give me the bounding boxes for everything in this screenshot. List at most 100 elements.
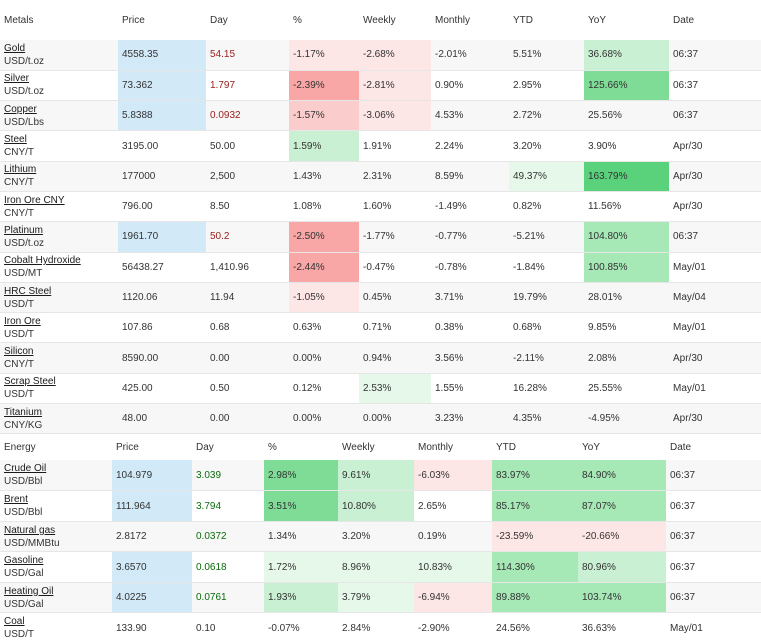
pct-cell: 1.59%	[289, 130, 359, 162]
instrument-link[interactable]: Cobalt Hydroxide	[4, 255, 81, 267]
instrument-link[interactable]: Platinum	[4, 224, 43, 236]
date-cell: Apr/30	[669, 403, 761, 435]
ytd-cell: 2.72%	[509, 100, 584, 132]
day-cell: 0.50	[206, 373, 289, 405]
ytd-cell: 0.68%	[509, 312, 584, 344]
col-header-price: Price	[116, 441, 139, 453]
instrument-link[interactable]: Lithium	[4, 164, 37, 176]
pct-cell: -2.44%	[289, 252, 359, 283]
ytd-cell: 24.56%	[492, 612, 578, 640]
instrument-unit: USD/T	[4, 389, 34, 401]
pct-cell: 0.00%	[289, 342, 359, 374]
instrument-link[interactable]: Iron Ore	[4, 315, 41, 327]
day-cell: 0.10	[192, 612, 264, 640]
monthly-cell: 2.65%	[414, 490, 492, 522]
instrument-link[interactable]: Heating Oil	[4, 585, 54, 597]
date-cell: 06:37	[666, 490, 761, 522]
table-row: Titanium CNY/KG 48.00 0.00 0.00% 0.00% 3.23% 4.…	[0, 403, 761, 435]
ytd-cell: 114.30%	[492, 551, 578, 583]
yoy-cell: 25.56%	[584, 100, 669, 132]
instrument-link[interactable]: Silicon	[4, 346, 34, 358]
instrument-unit: USD/MT	[4, 268, 43, 280]
weekly-cell: 3.79%	[338, 582, 414, 614]
ytd-cell: 89.88%	[492, 582, 578, 614]
table-row: Silicon CNY/T 8590.00 0.00 0.00% 0.94% 3.56% -2…	[0, 342, 761, 374]
price-cell: 73.362	[118, 70, 206, 102]
date-cell: Apr/30	[669, 130, 761, 162]
yoy-cell: 9.85%	[584, 312, 669, 344]
day-cell: 0.0372	[192, 521, 264, 553]
date-cell: 06:37	[669, 100, 761, 132]
instrument-unit: USD/T	[4, 629, 34, 640]
instrument-cell: Gold USD/t.oz	[0, 40, 118, 71]
instrument-link[interactable]: Natural gas	[4, 524, 56, 536]
pct-cell: 1.43%	[289, 161, 359, 192]
instrument-unit: USD/T	[4, 298, 34, 310]
instrument-unit: CNY/T	[4, 207, 34, 219]
date-cell: Apr/30	[669, 342, 761, 374]
instrument-link[interactable]: Titanium	[4, 406, 42, 418]
price-cell: 133.90	[112, 612, 192, 640]
yoy-cell: 163.79%	[584, 161, 669, 192]
table-row: Iron Ore USD/T 107.86 0.68 0.63% 0.71% 0.38% 0.…	[0, 312, 761, 344]
instrument-cell: Brent USD/Bbl	[0, 490, 112, 522]
day-cell: 54.15	[206, 40, 289, 71]
instrument-cell: Crude Oil USD/Bbl	[0, 460, 112, 492]
pct-cell: 1.72%	[264, 551, 338, 583]
col-header-date: Date	[673, 14, 695, 26]
price-cell: 425.00	[118, 373, 206, 405]
monthly-cell: 3.23%	[431, 403, 509, 435]
instrument-unit: CNY/T	[4, 147, 34, 159]
col-header-price: Price	[122, 14, 145, 26]
instrument-link[interactable]: HRC Steel	[4, 285, 52, 297]
instrument-link[interactable]: Crude Oil	[4, 463, 47, 475]
pct-cell: 1.93%	[264, 582, 338, 614]
pct-cell: -0.07%	[264, 612, 338, 640]
instrument-cell: Heating Oil USD/Gal	[0, 582, 112, 614]
monthly-cell: 3.71%	[431, 282, 509, 314]
table-row: Copper USD/Lbs 5.8388 0.0932 -1.57% -3.06% 4.5…	[0, 100, 761, 132]
col-header-pct: %	[293, 14, 302, 26]
yoy-cell: 84.90%	[578, 460, 666, 492]
instrument-link[interactable]: Scrap Steel	[4, 376, 56, 388]
day-cell: 50.2	[206, 221, 289, 253]
instrument-cell: Lithium CNY/T	[0, 161, 118, 192]
metals-table: Metals Price Day % Weekly Monthly YTD Yo…	[0, 14, 761, 435]
instrument-link[interactable]: Gasoline	[4, 555, 44, 567]
ytd-cell: 4.35%	[509, 403, 584, 435]
weekly-cell: -2.68%	[359, 40, 431, 71]
ytd-cell: 16.28%	[509, 373, 584, 405]
instrument-cell: Natural gas USD/MMBtu	[0, 521, 112, 553]
price-cell: 4558.35	[118, 40, 206, 71]
instrument-unit: USD/T	[4, 328, 34, 340]
monthly-cell: 8.59%	[431, 161, 509, 192]
table-row: Gold USD/t.oz 4558.35 54.15 -1.17% -2.68% -2.0…	[0, 40, 761, 71]
col-header-yoy: YoY	[582, 441, 600, 453]
weekly-cell: 2.84%	[338, 612, 414, 640]
date-cell: 06:37	[669, 40, 761, 71]
monthly-cell: 3.56%	[431, 342, 509, 374]
ytd-cell: 2.95%	[509, 70, 584, 102]
instrument-link[interactable]: Iron Ore CNY	[4, 194, 65, 206]
instrument-link[interactable]: Brent	[4, 494, 28, 506]
day-cell: 3.039	[192, 460, 264, 492]
weekly-cell: -1.77%	[359, 221, 431, 253]
instrument-link[interactable]: Gold	[4, 42, 26, 54]
day-cell: 1.797	[206, 70, 289, 102]
pct-cell: 3.51%	[264, 490, 338, 522]
instrument-link[interactable]: Copper	[4, 103, 37, 115]
pct-cell: -2.39%	[289, 70, 359, 102]
pct-cell: 0.63%	[289, 312, 359, 344]
instrument-link[interactable]: Silver	[4, 73, 30, 85]
instrument-cell: HRC Steel USD/T	[0, 282, 118, 314]
monthly-cell: 0.19%	[414, 521, 492, 553]
instrument-link[interactable]: Coal	[4, 616, 25, 628]
price-cell: 48.00	[118, 403, 206, 435]
pct-cell: 0.12%	[289, 373, 359, 405]
price-cell: 104.979	[112, 460, 192, 492]
instrument-link[interactable]: Steel	[4, 134, 27, 146]
col-header-ytd: YTD	[513, 14, 533, 26]
day-cell: 1,410.96	[206, 252, 289, 283]
instrument-cell: Cobalt Hydroxide USD/MT	[0, 252, 118, 283]
yoy-cell: 104.80%	[584, 221, 669, 253]
